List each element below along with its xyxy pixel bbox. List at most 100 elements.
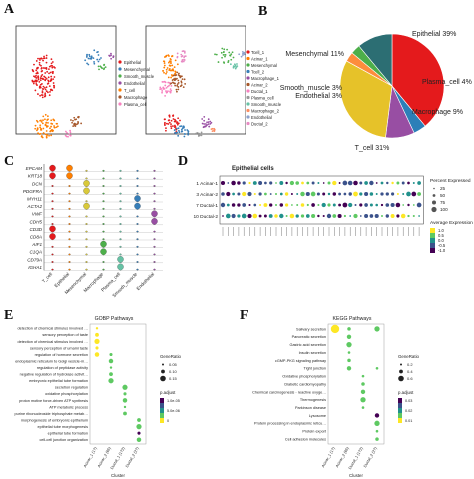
umap-point [177,122,180,125]
umap-point [232,66,235,69]
umap-point [178,72,180,75]
enrich-dot [122,384,128,390]
legend-label: Ductal_1 [251,89,268,94]
dotplot-dot [327,181,331,185]
umap-point [167,81,170,84]
dotplot-dot [396,192,399,196]
umap-point [209,120,212,123]
size-legend-dot [433,187,435,190]
umap-point [177,86,180,88]
violin [153,185,156,187]
umap-point [168,119,171,122]
umap-point [180,80,183,83]
violin [68,223,71,225]
enrich-x-axis-label: Cluster [111,473,125,478]
violin [153,261,156,263]
legend-swatch [246,50,250,54]
umap-point [177,74,180,76]
dotplot-dot [418,215,420,217]
dotplot-dot [279,192,283,196]
enrich-size-legend-label: 0.15 [169,376,178,381]
dotplot-dot [364,213,369,219]
enrich-dot [346,342,352,348]
enrich-color-legend-title: p.adjust [398,390,414,395]
violin [153,230,156,233]
umap-point [180,128,183,131]
umap-point [74,118,76,121]
dotplot-dot [264,192,267,196]
dotplot-dot [253,192,256,196]
dotplot-title: Epithelial cells [232,166,274,172]
dotplot-dot [284,192,289,196]
umap-point [207,121,210,124]
legend-label: Smooth_muscle [124,74,155,79]
violin [153,200,156,203]
umap-point [174,118,176,121]
umap-point [46,82,49,85]
umap-point [103,67,106,70]
umap-point [180,125,183,127]
dotplot-dot [400,213,406,219]
umap-point [40,75,43,78]
umap-point [221,56,223,59]
enrich-color-swatch [398,403,402,408]
umap-point [90,55,93,58]
umap-point [40,64,42,67]
umap-point [52,118,55,121]
umap-point [165,72,167,75]
umap-point [45,77,48,80]
panel-label-f: F [240,308,249,323]
umap-point [36,84,38,86]
umap-point [44,78,47,81]
enrich-pathway-label: endoplasmic reticulum to Golgi vesicle-m… [15,359,88,363]
umap-point [168,69,171,71]
enrich-pathway-label: cGMP-PKG signaling pathway [275,359,326,363]
umap-point [39,126,42,129]
violin [51,207,54,210]
enrich-pathway-label: regulation of peptidase activity [37,366,88,370]
umap-point [86,62,88,65]
violin [68,185,71,187]
violin [102,215,105,218]
violin [102,230,105,233]
umap-point [50,125,52,128]
umap-figure: Epithelial Mesenchymal Smooth_muscle Endoth… [15,25,246,139]
violin [134,195,141,203]
dotplot-dot [311,213,316,219]
umap-point [240,55,243,58]
umap-point [69,134,72,137]
umap-point [207,123,210,126]
umap-point [44,113,47,116]
enrich-dot [109,372,113,377]
enrich-dot [360,397,366,403]
umap-point [169,91,172,94]
enrich-pathway-label: ATP metabolic process [49,405,88,409]
umap-point [183,51,186,54]
umap-point [172,74,175,77]
umap-point [36,72,39,75]
dotplot-dot [380,181,384,185]
umap-point [93,62,96,65]
umap-point [40,70,43,73]
legend-swatch [118,67,122,71]
enrich-pathway-label: Oxidative phosphorylation [282,375,326,379]
legend-label: Mesenchymal [251,63,277,68]
dotplot-dot [264,181,267,185]
umap-point [177,117,180,120]
umap-point [206,121,208,124]
umap-point [77,122,80,124]
violin [68,245,71,248]
enrich-cluster-label: Acinar_1 (17) [83,446,98,468]
enrich-pathway-label: oxidative phosphorylation [45,392,88,396]
enrich-color-legend-label: 0.03 [405,399,412,403]
umap-point [35,74,37,77]
dotplot-dot [326,213,332,219]
umap-point [183,78,186,81]
violin [151,210,158,218]
umap-point [97,54,100,56]
enrich-pathway-label: embryonic epithelial tube formation [29,379,88,383]
umap-point [47,91,49,94]
dotplot-dot [385,203,390,207]
umap-point [168,84,170,87]
enrich-pathway-label: Tight junction [304,367,326,371]
